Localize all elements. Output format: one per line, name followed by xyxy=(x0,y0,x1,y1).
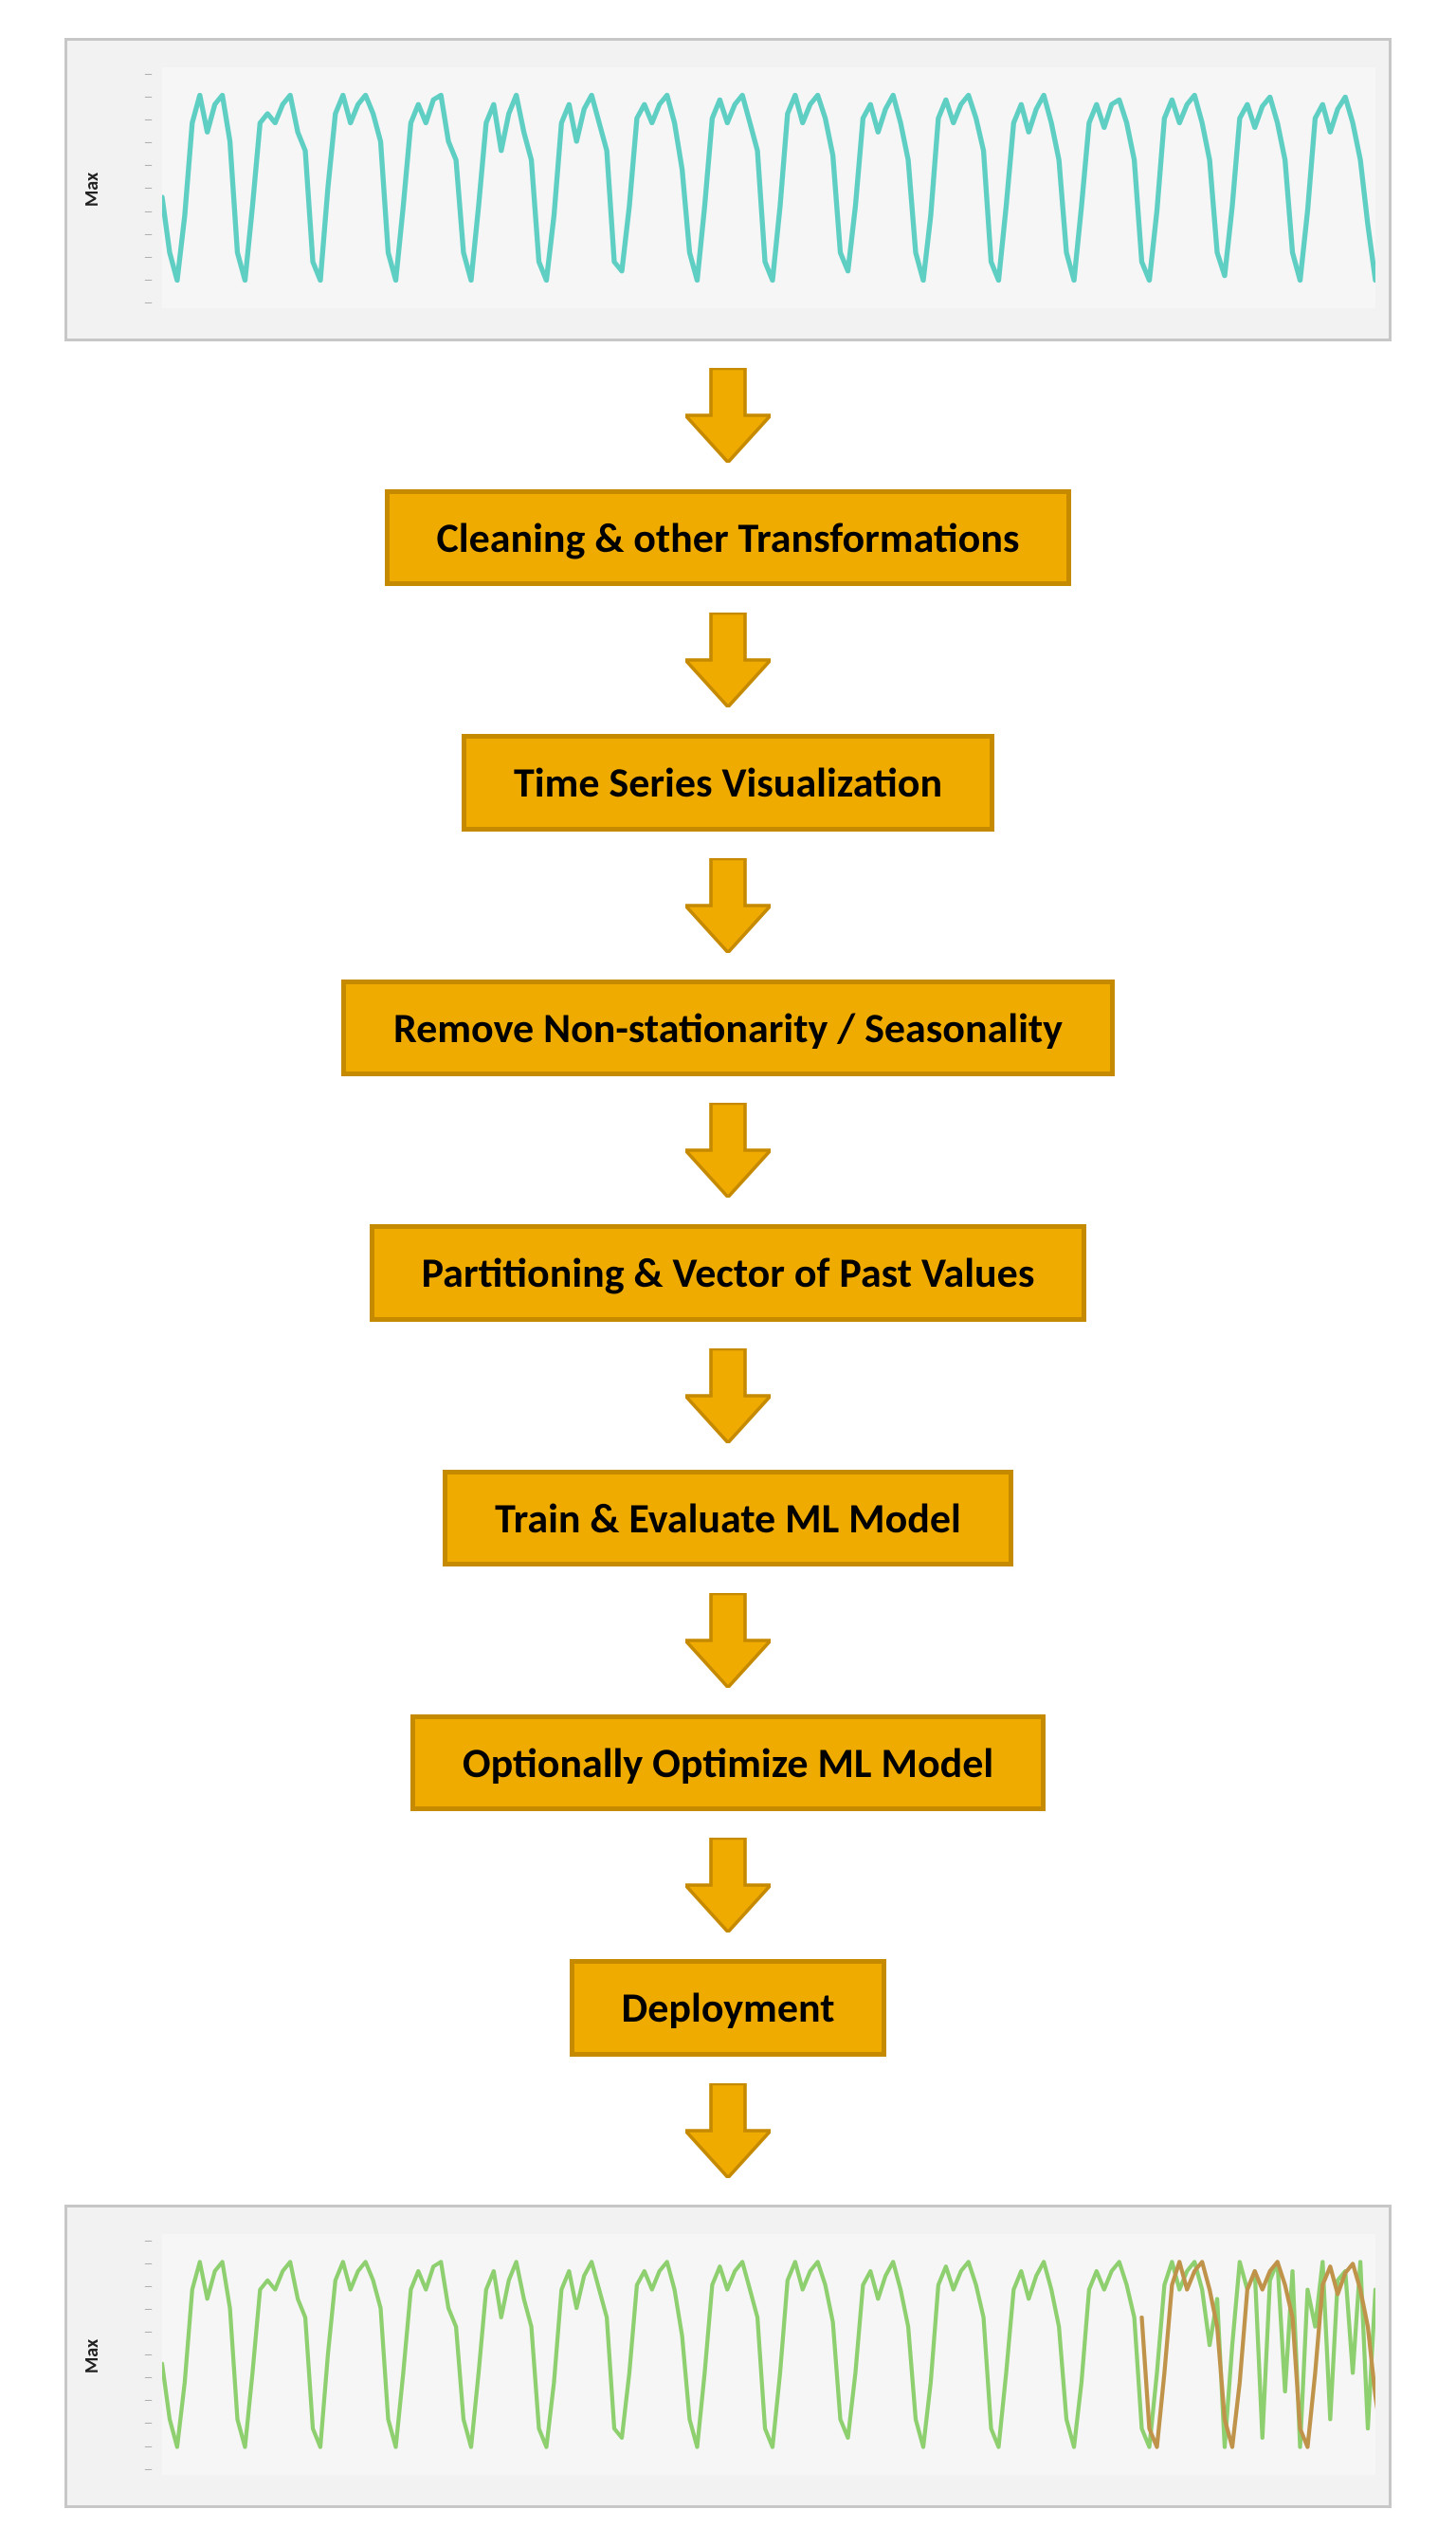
flow-arrow-icon xyxy=(685,368,771,463)
steps-holder: Cleaning & other Transformations Time Ser… xyxy=(341,341,1115,2205)
step-box-2: Remove Non-stationarity / Seasonality xyxy=(341,980,1115,1076)
step-box-1: Time Series Visualization xyxy=(462,734,994,831)
top-chart-xticks xyxy=(162,310,1375,333)
flow-arrow-icon xyxy=(685,2083,771,2178)
top-chart-yticks: ——————————— xyxy=(96,67,153,308)
step-box-4: Train & Evaluate ML Model xyxy=(443,1470,1013,1566)
bottom-chart-svg xyxy=(162,2234,1375,2475)
top-chart-plot xyxy=(162,67,1375,308)
flow-arrow-icon xyxy=(685,613,771,707)
flow-arrow-icon xyxy=(685,1348,771,1443)
flow-arrow-icon xyxy=(685,858,771,953)
flow-arrow-icon xyxy=(685,1838,771,1932)
flowchart-container: Max ——————————— Cleaning & other Transfo… xyxy=(64,38,1392,2508)
bottom-chart-plot xyxy=(162,2234,1375,2475)
flow-arrow-icon xyxy=(685,1103,771,1198)
top-chart-svg xyxy=(162,67,1375,308)
flow-arrow-icon xyxy=(685,1593,771,1688)
bottom-chart-xticks xyxy=(162,2477,1375,2500)
step-box-0: Cleaning & other Transformations xyxy=(385,489,1072,586)
step-box-3: Partitioning & Vector of Past Values xyxy=(370,1224,1087,1321)
output-timeseries-chart: Max ——————————— xyxy=(64,2205,1392,2508)
step-box-6: Deployment xyxy=(570,1959,887,2056)
input-timeseries-chart: Max ——————————— xyxy=(64,38,1392,341)
step-box-5: Optionally Optimize ML Model xyxy=(410,1714,1046,1811)
bottom-chart-yticks: ——————————— xyxy=(96,2234,153,2475)
